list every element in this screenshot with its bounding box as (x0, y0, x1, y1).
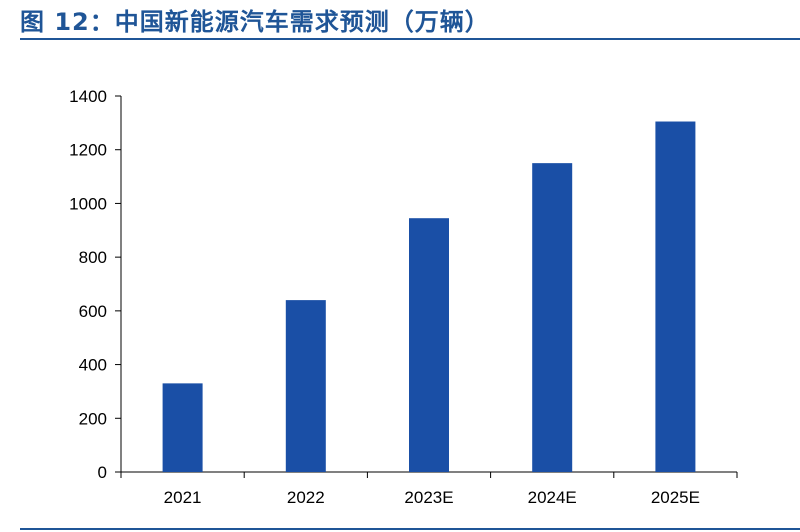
y-tick-label: 400 (79, 356, 107, 375)
x-tick-label: 2022 (287, 488, 325, 507)
x-tick-label: 2021 (164, 488, 202, 507)
bar-2022 (285, 300, 326, 472)
bar-2023E (409, 218, 449, 472)
bar-2021 (162, 383, 203, 472)
y-tick-label: 1200 (69, 141, 107, 160)
bottom-rule (20, 528, 800, 530)
y-tick-label: 1400 (69, 87, 107, 106)
y-tick-label: 800 (79, 248, 107, 267)
y-tick-label: 0 (98, 463, 107, 482)
title-underline (20, 38, 800, 40)
bars (162, 121, 696, 472)
bar-2025E (655, 121, 696, 472)
x-axis: 2021 2022 2023E 2024E 2025E (120, 471, 738, 507)
x-tick-label: 2023E (404, 488, 453, 507)
y-tick-label: 200 (79, 409, 107, 428)
bar-2024E (532, 163, 573, 472)
figure-title: 图 12：中国新能源汽车需求预测（万辆） (20, 8, 490, 36)
x-tick-label: 2024E (528, 488, 577, 507)
y-tick-label: 1000 (69, 194, 107, 213)
y-axis: 0 200 400 600 800 1000 1200 1400 (69, 87, 122, 482)
x-tick-label: 2025E (651, 488, 700, 507)
y-tick-label: 600 (79, 302, 107, 321)
